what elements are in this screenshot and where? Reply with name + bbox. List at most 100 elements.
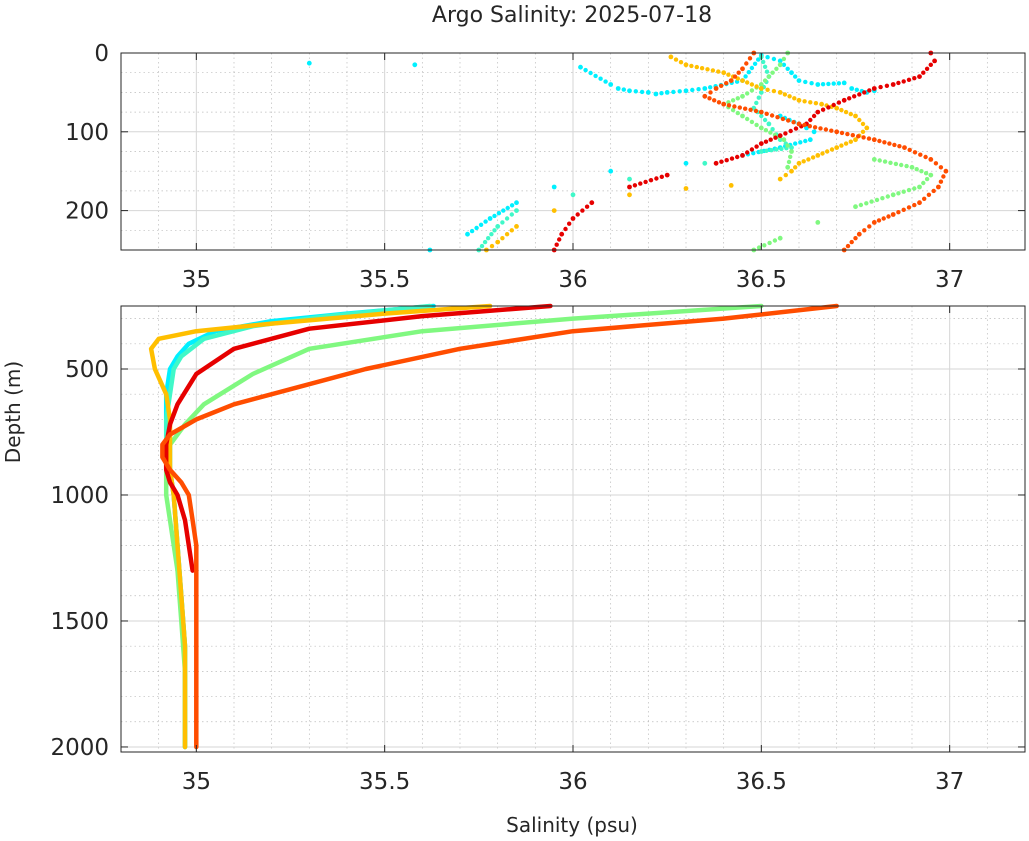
top-data-point	[763, 128, 769, 133]
top-data-point	[673, 57, 679, 62]
top-data-point	[728, 183, 734, 188]
top-data-point	[509, 228, 514, 233]
top-data-point	[848, 139, 853, 144]
top-data-point	[724, 81, 729, 86]
top-data-point	[683, 62, 689, 68]
top-data-point	[780, 116, 786, 122]
top-data-point	[772, 238, 778, 243]
top-data-point	[615, 86, 621, 91]
top-data-point	[745, 80, 750, 85]
top-data-point	[777, 58, 783, 64]
top-data-point	[664, 172, 670, 178]
top-data-point	[852, 94, 857, 99]
top-data-point	[504, 232, 510, 237]
top-data-point	[819, 101, 824, 107]
top-data-point	[774, 66, 779, 72]
top-data-point	[749, 119, 755, 125]
top-data-point	[668, 54, 674, 60]
top-data-point	[716, 100, 722, 105]
top-data-point	[756, 245, 762, 250]
top-data-point	[489, 232, 494, 237]
top-data-point	[777, 133, 783, 139]
top-data-point	[802, 99, 807, 104]
top-data-point	[732, 104, 737, 109]
top-data-point	[928, 62, 933, 67]
top-data-point	[848, 111, 853, 117]
top-data-point	[823, 127, 829, 132]
top-data-point	[762, 117, 768, 123]
bottom-series-line	[160, 303, 839, 750]
top-data-point	[752, 61, 758, 66]
top-data-point	[829, 147, 835, 152]
top-data-point	[831, 81, 836, 86]
bottom-x-tick-label: 36	[558, 769, 587, 795]
top-data-point	[777, 176, 783, 182]
top-data-point	[777, 62, 783, 68]
top-data-point	[764, 148, 769, 153]
top-data-point	[781, 56, 787, 62]
top-data-point	[749, 82, 755, 87]
top-data-point	[728, 78, 734, 83]
top-data-point	[857, 117, 862, 123]
top-data-point	[763, 139, 769, 144]
top-data-point	[496, 211, 502, 216]
top-data-point	[758, 149, 764, 154]
top-data-point	[839, 143, 844, 148]
top-data-point	[796, 97, 802, 103]
bottom-y-tick-label: 500	[65, 357, 109, 383]
top-data-point	[721, 70, 727, 76]
bottom-x-tick-label: 36.5	[736, 769, 787, 795]
top-data-point	[793, 141, 798, 146]
top-data-point	[762, 64, 768, 70]
top-data-point	[584, 204, 590, 209]
top-data-point	[589, 200, 595, 206]
top-data-point	[627, 176, 632, 182]
chart-title: Argo Salinity: 2025-07-18	[432, 3, 712, 28]
top-data-point	[689, 63, 694, 69]
top-data-point	[845, 243, 851, 249]
top-data-point	[735, 96, 740, 101]
top-data-point	[853, 204, 858, 210]
top-data-point	[483, 219, 488, 224]
top-y-tick-label: 0	[94, 41, 109, 67]
top-data-point	[923, 171, 929, 176]
top-data-point	[749, 147, 755, 152]
top-data-point	[764, 69, 770, 74]
top-data-point	[726, 103, 732, 108]
top-data-point	[921, 180, 926, 186]
top-data-point	[896, 210, 901, 215]
top-x-tick-label: 35	[182, 267, 211, 293]
top-data-point	[740, 153, 745, 158]
top-data-point	[712, 98, 717, 103]
top-data-point	[807, 124, 812, 129]
top-data-point	[758, 90, 764, 95]
top-data-point	[765, 55, 770, 60]
top-data-point	[785, 143, 790, 148]
top-data-point	[551, 184, 557, 190]
top-data-point	[878, 84, 883, 90]
top-data-point	[654, 176, 659, 181]
top-data-point	[862, 228, 867, 233]
top-data-point	[884, 83, 890, 89]
top-data-point	[699, 66, 705, 71]
top-data-point	[744, 61, 749, 66]
top-data-point	[928, 172, 934, 178]
top-data-point	[919, 169, 924, 174]
top-data-point	[765, 87, 770, 93]
top-data-point	[745, 150, 750, 155]
top-data-point	[808, 100, 813, 105]
top-data-point	[796, 78, 802, 83]
top-data-point	[653, 91, 659, 97]
top-data-point	[836, 81, 842, 86]
top-data-point	[922, 196, 927, 201]
top-data-point	[769, 113, 775, 118]
top-data-point	[917, 74, 922, 79]
top-data-point	[557, 237, 562, 242]
top-data-point	[702, 93, 708, 99]
top-data-point	[820, 107, 826, 112]
bottom-panel-ticks: 35 35.5 36 36.5 37 500 1000 1500 2000	[50, 306, 1025, 795]
top-data-point	[857, 92, 862, 97]
top-data-point	[754, 122, 759, 128]
top-data-point	[563, 226, 568, 232]
